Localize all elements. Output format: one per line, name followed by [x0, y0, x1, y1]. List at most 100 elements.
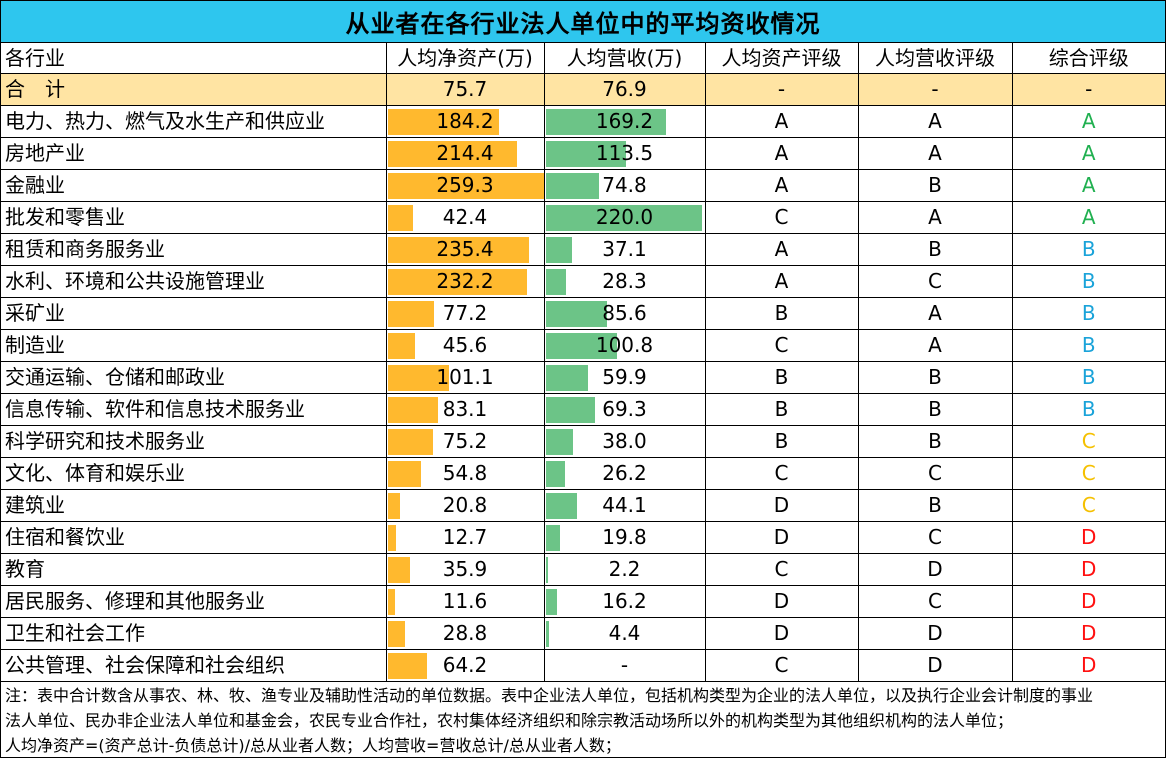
footnotes: 注：表中合计数含从事农、林、牧、渔专业及辅助性活动的单位数据。表中企业法人单位，… — [5, 683, 1161, 758]
revenue-grade: B — [857, 360, 1013, 394]
revenue-bar — [545, 620, 549, 647]
asset-bar — [387, 300, 434, 327]
revenue-grade: A — [857, 328, 1013, 362]
revenue-grade: B — [857, 232, 1013, 266]
asset-cell: 214.4 — [385, 136, 545, 170]
asset-grade: B — [704, 296, 859, 330]
footnote-line: 人均净资产=(资产总计-负债总计)/总从业者人数；人均营收=营收总计/总从业者人… — [5, 736, 621, 755]
revenue-bar — [545, 396, 595, 423]
asset-cell: 45.6 — [385, 328, 545, 362]
asset-cell: 54.8 — [385, 456, 545, 490]
revenue-cell: 28.3 — [543, 264, 706, 298]
revenue-grade: B — [857, 488, 1013, 522]
asset-bar — [387, 364, 449, 391]
revenue-value-label: - — [620, 653, 629, 677]
asset-bar — [387, 556, 410, 583]
revenue-bar — [545, 588, 557, 615]
overall-grade: A — [1011, 200, 1165, 234]
header-revenue-grade: 人均营收评级 — [857, 43, 1013, 74]
revenue-bar — [545, 204, 702, 231]
footnote-line: 法人单位、民办非企业法人单位和基金会，农民专业合作社，农村集体经济组织和除宗教活… — [5, 711, 1014, 730]
overall-grade: B — [1011, 264, 1165, 298]
table-row: 科学研究和技术服务业 75.2 38.0 B B C — [1, 424, 1165, 458]
table-row: 采矿业 77.2 85.6 B A B — [1, 296, 1165, 330]
revenue-value-label: 38.0 — [602, 429, 647, 453]
revenue-cell: 38.0 — [543, 424, 706, 458]
table-title: 从业者在各行业法人单位中的平均资收情况 — [1, 1, 1165, 43]
revenue-bar — [545, 268, 566, 295]
revenue-value-label: 220.0 — [595, 205, 654, 229]
asset-cell: 77.2 — [385, 296, 545, 330]
asset-bar — [387, 620, 405, 647]
total-label: 合 计 — [1, 72, 387, 106]
asset-cell: 101.1 — [385, 360, 545, 394]
industry-name: 建筑业 — [1, 488, 387, 522]
asset-bar — [387, 268, 527, 295]
asset-value-label: 232.2 — [436, 269, 494, 293]
industry-name: 制造业 — [1, 328, 387, 362]
total-row: 合 计 75.7 76.9 - - - — [1, 72, 1165, 106]
revenue-cell: 113.5 — [543, 136, 706, 170]
table-row: 住宿和餐饮业 12.7 19.8 D C D — [1, 520, 1165, 554]
asset-value-label: 235.4 — [436, 237, 494, 261]
asset-value-label: 42.4 — [442, 205, 488, 229]
industry-name: 租赁和商务服务业 — [1, 232, 387, 266]
industry-name: 批发和零售业 — [1, 200, 387, 234]
asset-bar — [387, 460, 421, 487]
revenue-value-label: 2.2 — [608, 557, 641, 581]
asset-bar — [387, 652, 427, 679]
revenue-value-label: 26.2 — [602, 461, 647, 485]
total-asset: 75.7 — [385, 72, 545, 106]
asset-grade: A — [704, 104, 859, 138]
overall-grade: B — [1011, 360, 1165, 394]
revenue-grade: C — [857, 456, 1013, 490]
overall-grade: A — [1011, 104, 1165, 138]
industry-name: 住宿和餐饮业 — [1, 520, 387, 554]
revenue-value-label: 16.2 — [602, 589, 647, 613]
table-row: 居民服务、修理和其他服务业 11.6 16.2 D C D — [1, 584, 1165, 618]
revenue-cell: 16.2 — [543, 584, 706, 618]
asset-grade: C — [704, 200, 859, 234]
asset-cell: 11.6 — [385, 584, 545, 618]
asset-value-label: 259.3 — [436, 173, 494, 197]
asset-value-label: 11.6 — [442, 589, 488, 613]
revenue-bar — [545, 140, 626, 167]
revenue-cell: 59.9 — [543, 360, 706, 394]
revenue-cell: 2.2 — [543, 552, 706, 586]
asset-bar — [387, 492, 400, 519]
asset-cell: 12.7 — [385, 520, 545, 554]
asset-cell: 232.2 — [385, 264, 545, 298]
overall-grade: B — [1011, 328, 1165, 362]
table-row: 电力、热力、燃气及水生产和供应业 184.2 169.2 A A A — [1, 104, 1165, 138]
asset-grade: A — [704, 168, 859, 202]
revenue-grade: D — [857, 616, 1013, 650]
asset-cell: 28.8 — [385, 616, 545, 650]
overall-grade: D — [1011, 584, 1165, 618]
revenue-cell: 19.8 — [543, 520, 706, 554]
industry-name: 居民服务、修理和其他服务业 — [1, 584, 387, 618]
industry-name: 科学研究和技术服务业 — [1, 424, 387, 458]
revenue-grade: A — [857, 104, 1013, 138]
revenue-grade: A — [857, 136, 1013, 170]
table-row: 信息传输、软件和信息技术服务业 83.1 69.3 B B B — [1, 392, 1165, 426]
industry-name: 公共管理、社会保障和社会组织 — [1, 648, 387, 682]
revenue-bar — [545, 236, 572, 263]
revenue-bar — [545, 492, 577, 519]
asset-bar — [387, 140, 517, 167]
asset-cell: 259.3 — [385, 168, 545, 202]
asset-grade: A — [704, 232, 859, 266]
revenue-value-label: 100.8 — [595, 333, 654, 357]
asset-grade: D — [704, 520, 859, 554]
revenue-bar — [545, 108, 666, 135]
overall-grade: B — [1011, 392, 1165, 426]
asset-bar — [387, 236, 529, 263]
total-overall-grade: - — [1011, 72, 1165, 106]
revenue-grade: D — [857, 648, 1013, 682]
revenue-grade: B — [857, 392, 1013, 426]
asset-value-label: 64.2 — [442, 653, 488, 677]
asset-grade: C — [704, 552, 859, 586]
table-row: 租赁和商务服务业 235.4 37.1 A B B — [1, 232, 1165, 266]
asset-bar — [387, 204, 413, 231]
asset-value-label: 75.2 — [442, 429, 488, 453]
overall-grade: C — [1011, 456, 1165, 490]
